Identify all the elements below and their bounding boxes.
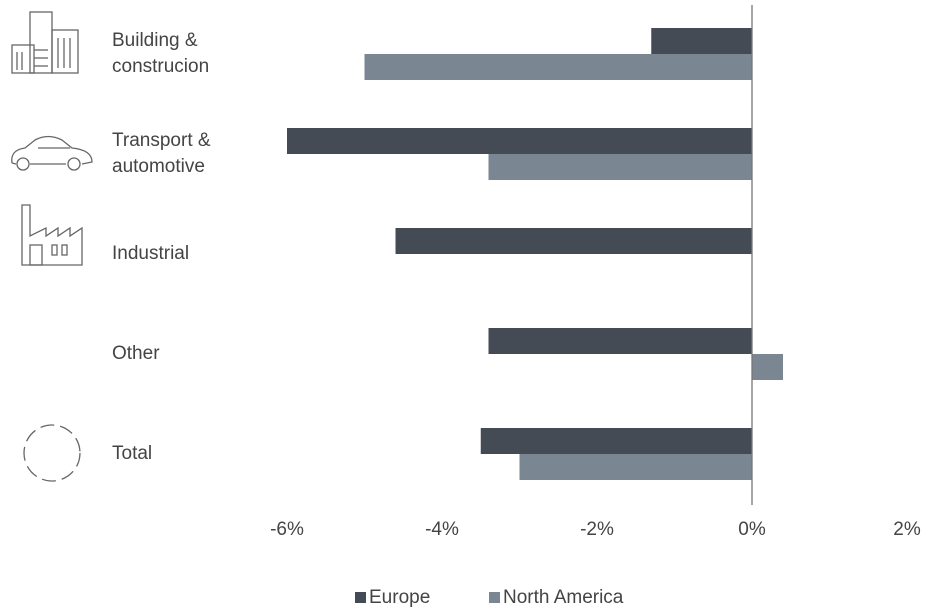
legend-swatch [489, 592, 500, 603]
legend-label: Europe [369, 587, 430, 608]
category-label: Industrial [112, 243, 190, 264]
x-tick-label: -2% [580, 519, 614, 540]
factory-icon [21, 204, 83, 266]
category-label: Building & construcion [112, 30, 210, 77]
car-icon [11, 135, 93, 171]
bar [480, 428, 752, 454]
category-label: Transport & automotive [112, 130, 211, 177]
gear-icon [23, 424, 81, 482]
x-tick-label: 0% [738, 519, 766, 540]
bar [488, 154, 752, 180]
building-icon [11, 11, 79, 74]
bar [287, 128, 752, 154]
legend-label: North America [503, 587, 624, 608]
x-tick-label: -6% [270, 519, 304, 540]
bar [488, 328, 752, 354]
bar [519, 454, 752, 480]
bar [395, 228, 752, 254]
bar [752, 354, 783, 380]
legend-swatch [355, 592, 366, 603]
x-tick-label: -4% [425, 519, 459, 540]
x-tick-label: 2% [893, 519, 921, 540]
category-label: Other [112, 343, 160, 364]
bar [364, 54, 752, 80]
bar [651, 28, 752, 54]
category-label: Total [112, 443, 153, 464]
